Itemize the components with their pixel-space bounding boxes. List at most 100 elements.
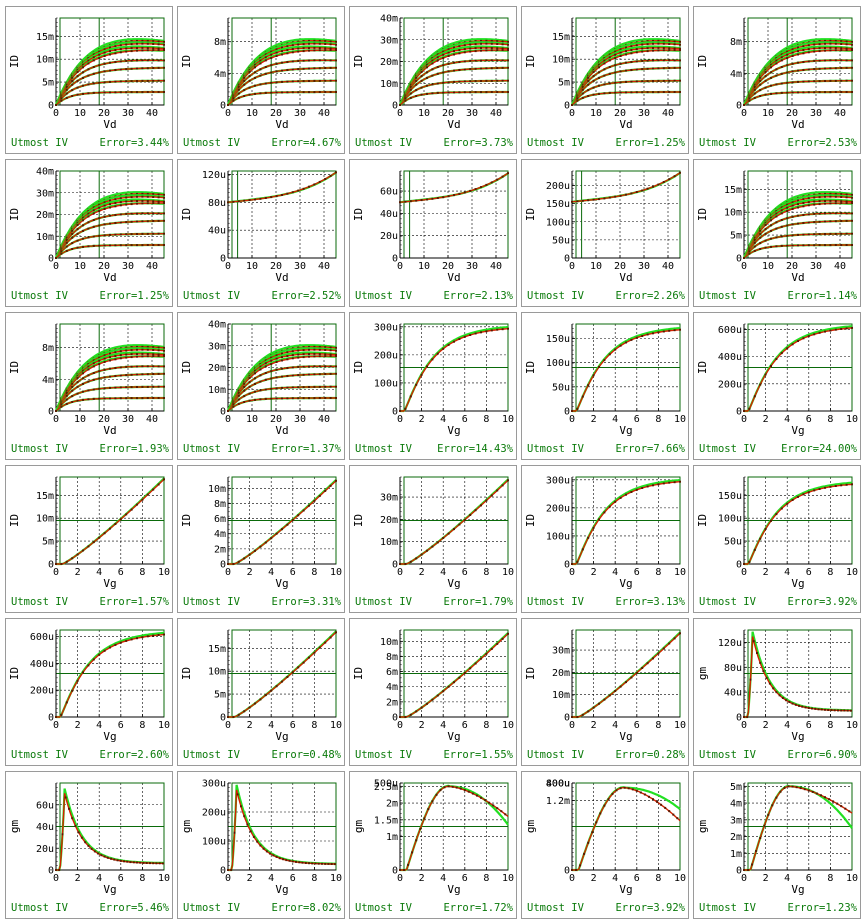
measured-point: [114, 375, 117, 377]
measured-point: [330, 863, 333, 865]
y-tick-label: 4m: [214, 529, 226, 540]
x-tick-label: 2: [419, 414, 425, 425]
y-tick-label: 0: [392, 407, 398, 418]
measured-point: [845, 483, 848, 486]
measured-point: [824, 47, 826, 49]
measured-point: [125, 221, 128, 224]
measured-point: [291, 357, 294, 360]
y-axis-label: ID: [524, 208, 537, 221]
chart-panel: 0 2 4 6 8 10 0 50u 100u 150u ID Vg Utmost IV Error=7.…: [521, 312, 689, 460]
y-tick-label: 5m: [730, 782, 742, 793]
measured-point: [471, 792, 474, 795]
x-tick-label: 0: [569, 720, 575, 731]
chart-caption: Utmost IV Error=14.43%: [350, 443, 516, 456]
model-name: Utmost IV: [11, 290, 68, 302]
measured-point: [431, 83, 434, 86]
measured-point: [840, 67, 843, 69]
measured-point: [840, 484, 843, 487]
measured-point: [662, 482, 665, 485]
measured-point: [657, 39, 660, 42]
measured-point: [163, 219, 165, 222]
y-tick-label: 200u: [30, 686, 54, 697]
measured-point: [291, 366, 294, 369]
chart-panel: 0 10 20 30 40 0 5m 10m 15m ID Vd Utmost IV Error=1.2…: [521, 6, 689, 154]
x-tick-label: 4: [612, 567, 618, 578]
measured-point: [646, 80, 649, 83]
measured-point: [662, 181, 665, 183]
measured-point: [845, 212, 848, 215]
measured-point: [802, 61, 805, 63]
measured-point: [404, 99, 407, 102]
measured-point: [163, 79, 165, 82]
measured-point: [851, 326, 853, 329]
measured-point: [329, 49, 332, 52]
measured-point: [575, 869, 577, 871]
measured-point: [55, 869, 57, 871]
measured-point: [469, 50, 472, 53]
measured-point: [157, 397, 160, 399]
measured-point: [130, 40, 133, 43]
measured-point: [254, 372, 256, 375]
x-tick-label: 0: [741, 414, 747, 425]
measured-point: [270, 537, 273, 540]
measured-point: [152, 634, 155, 637]
measured-point: [71, 76, 74, 79]
simulated-series-line: [227, 396, 336, 412]
measured-point: [420, 199, 423, 202]
measured-point: [286, 375, 289, 377]
measured-point: [668, 47, 671, 50]
x-tick-label: 2: [591, 873, 597, 884]
measured-point: [786, 234, 789, 237]
measured-point: [829, 192, 832, 195]
measured-point: [270, 689, 273, 692]
measured-point: [759, 236, 762, 239]
y-tick-label: 20u: [380, 231, 398, 242]
measured-point: [765, 676, 768, 679]
measured-point: [146, 365, 149, 368]
y-axis-label: ID: [8, 361, 21, 374]
measured-point: [571, 563, 573, 565]
measured-point: [630, 338, 633, 341]
x-tick-label: 20: [442, 261, 454, 272]
measured-point: [673, 66, 676, 69]
measured-point: [399, 869, 401, 871]
measured-point: [318, 385, 321, 388]
measured-point: [324, 346, 327, 349]
y-axis-label: ID: [180, 55, 193, 68]
measured-point: [780, 244, 783, 247]
measured-point: [259, 374, 262, 377]
measured-point: [673, 481, 676, 484]
measured-point: [447, 532, 450, 535]
x-tick-label: 8: [311, 873, 317, 884]
measured-point: [501, 40, 504, 43]
measured-point: [660, 803, 663, 806]
measured-point: [603, 83, 606, 86]
measured-point: [845, 79, 848, 82]
measured-point: [780, 219, 783, 221]
measured-point: [103, 204, 106, 207]
measured-point: [753, 96, 756, 99]
measured-point: [297, 386, 300, 389]
measured-point: [302, 346, 305, 349]
measured-point: [834, 244, 837, 246]
model-name: Utmost IV: [183, 137, 240, 149]
measured-point: [463, 44, 466, 47]
measured-point: [286, 49, 289, 51]
measured-point: [318, 494, 321, 497]
measured-point: [780, 225, 783, 228]
measured-point: [415, 83, 418, 86]
model-name: Utmost IV: [355, 749, 412, 761]
measured-point: [507, 79, 509, 82]
measured-point: [763, 824, 766, 827]
measured-point: [496, 59, 499, 62]
simulated-series-line: [55, 90, 164, 106]
measured-point: [807, 68, 810, 71]
simulated-series-line: [228, 630, 337, 719]
measured-point: [152, 59, 155, 62]
measured-point: [772, 687, 775, 690]
y-tick-label: 0: [564, 101, 570, 112]
measured-point: [797, 244, 799, 247]
measured-point: [157, 196, 160, 199]
measured-point: [308, 365, 310, 368]
